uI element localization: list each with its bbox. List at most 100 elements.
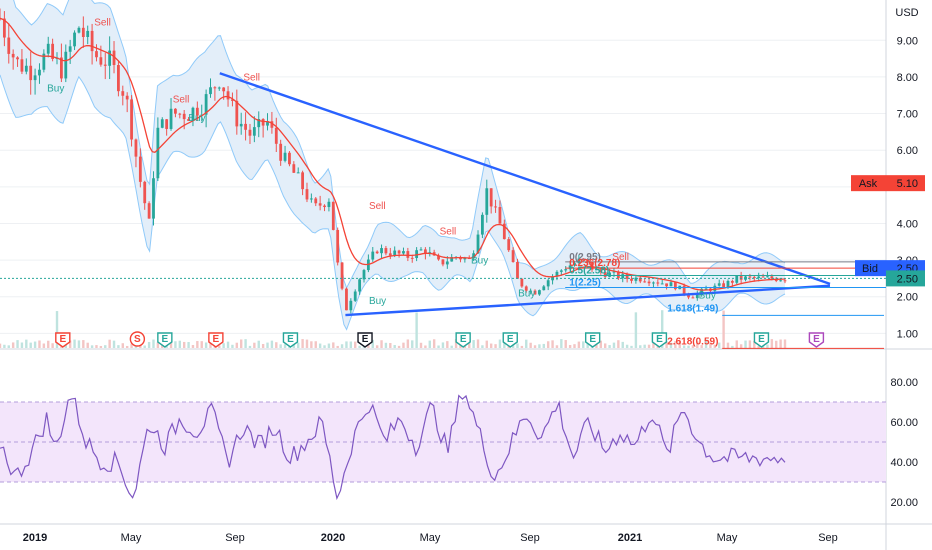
- earnings-badge-shape: [753, 332, 770, 348]
- earnings-badge[interactable]: E: [651, 332, 668, 348]
- volume-bar: [33, 341, 37, 348]
- signal-label: Buy: [699, 291, 716, 302]
- candle-body: [331, 201, 335, 230]
- volume-bar: [77, 340, 81, 348]
- candle-body: [397, 250, 401, 254]
- volume-bar: [209, 342, 212, 348]
- candle-body: [761, 276, 765, 278]
- candle-body: [16, 57, 19, 60]
- candle-body: [735, 275, 739, 283]
- volume-bar: [568, 344, 572, 348]
- earnings-badge[interactable]: E: [282, 332, 299, 348]
- volume-bar: [713, 344, 717, 348]
- candle-body: [160, 119, 164, 128]
- candle-body: [305, 189, 309, 200]
- earnings-badge[interactable]: S: [129, 331, 146, 347]
- candle-body: [7, 37, 11, 54]
- volume-bar: [240, 339, 243, 348]
- candle-body: [476, 234, 480, 254]
- volume-bar: [47, 340, 50, 348]
- candle-body: [752, 276, 756, 278]
- rsi-tick-label: 60.00: [890, 417, 918, 429]
- volume-bar: [441, 342, 445, 348]
- candle-body: [437, 255, 440, 260]
- volume-bar: [489, 343, 493, 348]
- earnings-badge[interactable]: E: [808, 332, 825, 348]
- candle-body: [292, 164, 296, 173]
- earnings-badge-letter: E: [758, 334, 765, 345]
- ema-line: [0, 17, 786, 291]
- volume-bar: [775, 340, 778, 348]
- volume-bar: [419, 342, 423, 348]
- earnings-badge[interactable]: E: [502, 332, 518, 348]
- candle-body: [73, 32, 76, 47]
- candle-body: [68, 46, 72, 52]
- volume-bar: [327, 343, 331, 348]
- candle-body: [516, 261, 519, 279]
- earnings-badge[interactable]: E: [357, 332, 373, 348]
- candle-body: [375, 251, 379, 254]
- candle-body: [682, 285, 686, 294]
- candle-body: [757, 276, 761, 278]
- candle-body: [121, 91, 125, 96]
- earnings-badge-shape: [455, 332, 471, 348]
- volume-bar: [599, 340, 603, 348]
- earnings-badge[interactable]: E: [55, 332, 71, 348]
- volume-bar: [696, 341, 699, 348]
- volume-bar: [90, 345, 94, 348]
- volume-bar: [446, 341, 449, 348]
- volume-bar: [169, 339, 173, 348]
- earnings-badge[interactable]: E: [208, 332, 224, 348]
- volume-bar: [630, 345, 633, 348]
- earnings-badge-shape: [208, 332, 224, 348]
- volume-bar: [384, 342, 388, 348]
- volume-bar: [349, 341, 353, 348]
- candle-body: [673, 282, 677, 290]
- price-tick-label: 2.00: [897, 292, 918, 304]
- volume-bar: [402, 342, 405, 348]
- candle-body: [191, 107, 195, 121]
- volume-bar: [332, 342, 335, 348]
- candle-body: [125, 95, 129, 100]
- candle-body: [336, 229, 340, 263]
- earnings-badge[interactable]: E: [157, 332, 173, 348]
- volume-bar: [318, 343, 322, 348]
- candle-body: [266, 121, 269, 126]
- volume-bar: [498, 339, 502, 348]
- candle-body: [577, 258, 581, 264]
- volume-bar: [406, 339, 410, 348]
- volume-bar: [669, 342, 673, 348]
- earnings-badge[interactable]: E: [455, 332, 471, 348]
- candle-body: [165, 119, 169, 129]
- candle-body: [257, 119, 261, 128]
- split-badge-shape: [129, 331, 146, 347]
- signal-label: Sell: [612, 252, 629, 263]
- rsi-tick-label: 40.00: [890, 457, 918, 469]
- volume-bar: [722, 310, 725, 348]
- volume-bar: [691, 345, 695, 348]
- volume-bar: [283, 344, 287, 348]
- earnings-badge[interactable]: E: [753, 332, 770, 348]
- volume-bar: [253, 342, 256, 348]
- candle-body: [38, 69, 41, 76]
- volume-bar: [761, 345, 765, 348]
- volume-bar: [485, 340, 488, 348]
- signal-label: Sell: [369, 201, 386, 212]
- volume-bar: [520, 345, 524, 348]
- volume-bar: [709, 342, 712, 348]
- volume-bar: [182, 341, 186, 348]
- candle-body: [586, 259, 590, 263]
- last-price-tag: [886, 270, 925, 287]
- candle-body: [502, 223, 506, 240]
- rsi-pane: [0, 394, 886, 501]
- candle-body: [722, 283, 726, 288]
- candle-body: [779, 280, 783, 282]
- candle-body: [209, 87, 212, 95]
- earnings-badge[interactable]: E: [584, 332, 601, 348]
- volume-bar: [226, 341, 230, 348]
- signal-label: Buy: [188, 113, 205, 124]
- volume-bar: [323, 345, 326, 348]
- candle-body: [274, 127, 278, 144]
